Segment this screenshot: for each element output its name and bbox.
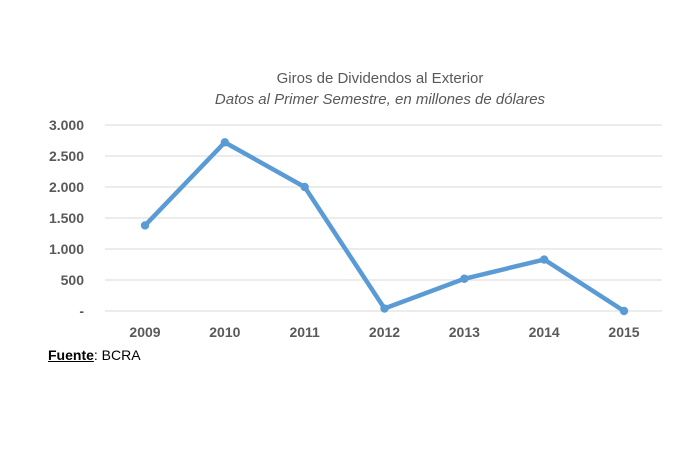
chart-title: Giros de Dividendos al Exterior — [276, 70, 484, 87]
data-point — [220, 138, 230, 147]
x-tick-label: 2013 — [449, 324, 480, 340]
data-point — [140, 221, 150, 230]
series-layer — [140, 138, 629, 316]
data-point — [460, 274, 469, 283]
data-point — [300, 182, 309, 192]
x-axis-ticks: 2009 2010 2011 2012 2013 2014 2015 — [129, 324, 639, 340]
series-line — [142, 140, 627, 314]
data-point — [619, 306, 629, 316]
y-tick-label: 1.500 — [49, 210, 84, 226]
y-tick-label: 1.000 — [49, 241, 84, 257]
chart-subtitle: Datos al Primer Semestre, en millones de… — [214, 91, 546, 108]
y-tick-label: 500 — [61, 272, 85, 288]
y-tick-label: 3.000 — [49, 117, 84, 133]
data-point — [380, 304, 389, 313]
x-tick-label: 2011 — [289, 324, 320, 340]
x-tick-label: 2012 — [369, 324, 400, 340]
data-point — [539, 255, 549, 264]
x-tick-label: 2015 — [608, 324, 639, 340]
y-tick-label: - — [79, 303, 84, 319]
source-note: Fuente: BCRA — [48, 347, 141, 363]
y-tick-label: 2.500 — [49, 148, 84, 164]
y-axis-ticks: 3.000 2.500 2.000 1.500 1.000 500 - — [49, 117, 84, 319]
x-tick-label: 2014 — [529, 324, 560, 340]
source-text: : BCRA — [93, 347, 141, 363]
x-tick-label: 2010 — [209, 324, 240, 340]
x-tick-label: 2009 — [129, 324, 160, 340]
y-tick-label: 2.000 — [49, 179, 84, 195]
source-label: Fuente — [48, 347, 94, 363]
